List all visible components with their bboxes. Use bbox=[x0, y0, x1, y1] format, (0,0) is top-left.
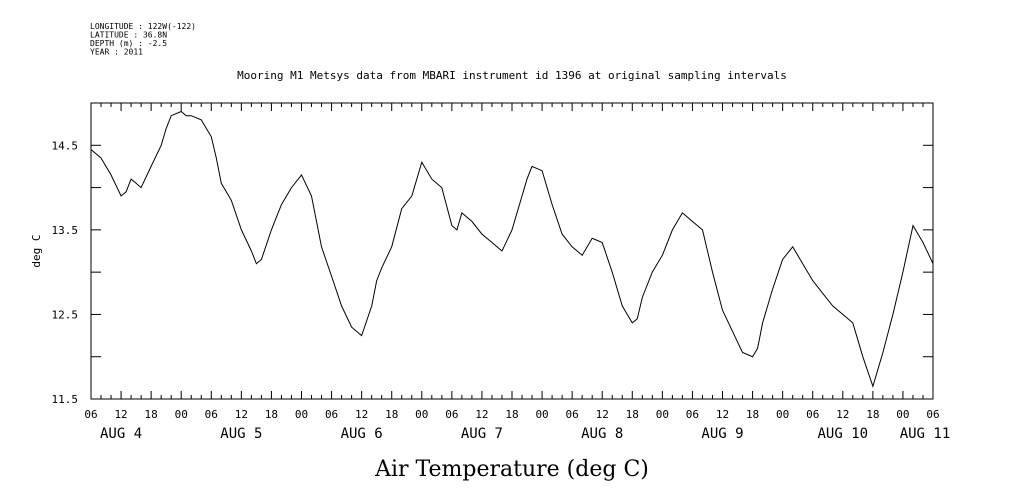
metadata-line: DEPTH (m) : -2.5 bbox=[90, 39, 167, 48]
plot-frame bbox=[90, 102, 934, 400]
x-tick-label: 18 bbox=[265, 408, 278, 421]
x-tick-label: 18 bbox=[626, 408, 639, 421]
x-tick-label: 06 bbox=[205, 408, 218, 421]
y-tick-label: 11.5 bbox=[52, 393, 79, 406]
y-tick-label: 14.5 bbox=[52, 139, 79, 152]
y-tick-label: 13.5 bbox=[52, 224, 79, 237]
x-tick-label: 00 bbox=[295, 408, 308, 421]
y-axis: 11.5 12.5 13.5 14.5 bbox=[52, 139, 933, 406]
x-tick-label: 06 bbox=[445, 408, 458, 421]
x-date-label: AUG 6 bbox=[341, 426, 383, 442]
x-axis: 06 12 18 00 06 12 18 00 06 12 18 00 06 12 18 00 06 12 18 00… bbox=[84, 103, 950, 442]
x-tick-label: 00 bbox=[776, 408, 789, 421]
y-axis-label: deg C bbox=[30, 234, 43, 267]
x-date-label: AUG 8 bbox=[581, 426, 623, 442]
x-tick-label: 00 bbox=[415, 408, 428, 421]
x-axis-label: Air Temperature (deg C) bbox=[374, 457, 649, 482]
y-tick-label: 12.5 bbox=[52, 308, 79, 321]
series-line-air-temperature bbox=[90, 110, 934, 388]
x-tick-label: 06 bbox=[806, 408, 819, 421]
x-tick-label: 18 bbox=[505, 408, 518, 421]
x-date-label: AUG 9 bbox=[701, 426, 743, 442]
x-tick-label: 06 bbox=[686, 408, 699, 421]
x-tick-label: 12 bbox=[475, 408, 488, 421]
x-tick-label: 18 bbox=[866, 408, 879, 421]
x-tick-label: 00 bbox=[535, 408, 548, 421]
x-date-label: AUG 5 bbox=[220, 426, 262, 442]
x-tick-label: 00 bbox=[175, 408, 188, 421]
x-tick-label: 18 bbox=[385, 408, 398, 421]
x-date-label: AUG 10 bbox=[817, 426, 868, 442]
metadata-line: YEAR : 2011 bbox=[90, 48, 143, 57]
x-date-label: AUG 7 bbox=[461, 426, 503, 442]
x-tick-label: 18 bbox=[746, 408, 759, 421]
metadata-block: LONGITUDE : 122W(-122)LATITUDE : 36.8NDE… bbox=[90, 22, 196, 57]
metadata-line: LONGITUDE : 122W(-122) bbox=[90, 22, 196, 31]
x-tick-label: 12 bbox=[235, 408, 248, 421]
x-date-label: AUG 11 bbox=[900, 426, 951, 442]
x-tick-label: 12 bbox=[836, 408, 849, 421]
x-tick-label: 06 bbox=[84, 408, 97, 421]
x-tick-label: 06 bbox=[926, 408, 939, 421]
x-tick-label: 12 bbox=[114, 408, 127, 421]
x-tick-label: 06 bbox=[325, 408, 338, 421]
x-tick-label: 12 bbox=[716, 408, 729, 421]
x-tick-label: 12 bbox=[355, 408, 368, 421]
x-tick-label: 00 bbox=[656, 408, 669, 421]
x-tick-label: 00 bbox=[896, 408, 909, 421]
x-tick-label: 06 bbox=[566, 408, 579, 421]
x-date-label: AUG 4 bbox=[100, 426, 142, 442]
metadata-line: LATITUDE : 36.8N bbox=[90, 31, 167, 40]
x-tick-label: 18 bbox=[145, 408, 158, 421]
chart-title: Mooring M1 Metsys data from MBARI instru… bbox=[237, 69, 787, 82]
x-tick-label: 12 bbox=[596, 408, 609, 421]
